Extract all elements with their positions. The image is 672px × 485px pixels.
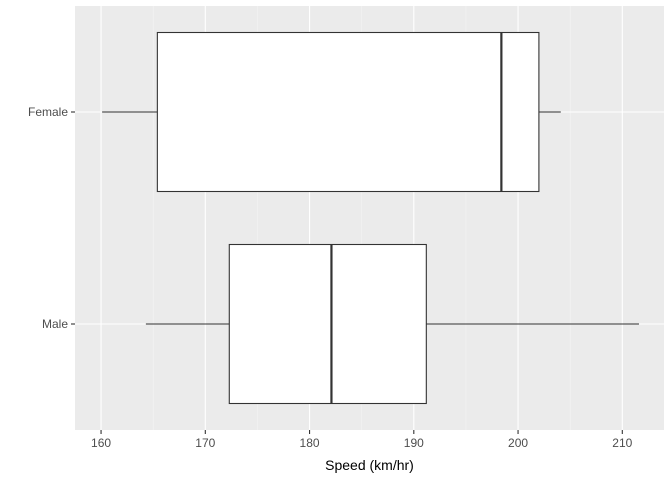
- box-female: [102, 31, 561, 193]
- x-tick-label: 210: [612, 436, 632, 450]
- x-tick-label: 190: [404, 436, 424, 450]
- x-tick-label: 160: [91, 436, 111, 450]
- y-tick-label: Male: [42, 317, 68, 331]
- boxes-layer: [102, 31, 639, 405]
- box-male: [145, 243, 639, 405]
- x-tick-label: 180: [300, 436, 320, 450]
- y-axis: Male Female: [28, 105, 75, 331]
- x-tick-label: 200: [508, 436, 528, 450]
- y-tick-label: Female: [28, 105, 68, 119]
- x-tick-label: 170: [195, 436, 215, 450]
- box-iqr: [156, 31, 540, 193]
- box-iqr: [228, 243, 427, 405]
- x-axis: 160 170 180 190 200 210: [91, 430, 633, 450]
- x-axis-title: Speed (km/hr): [325, 457, 414, 473]
